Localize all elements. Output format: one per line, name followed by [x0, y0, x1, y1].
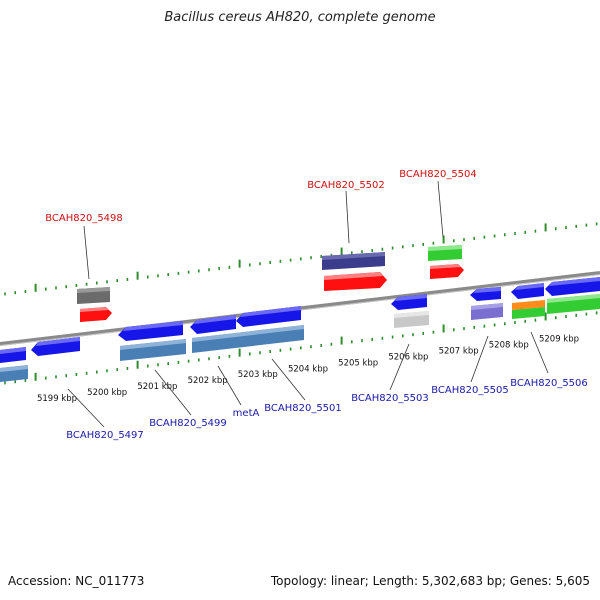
gene-bcah820-5497[interactable] [31, 337, 80, 356]
scale-label: 5206 kbp [388, 352, 428, 362]
top-tick-track [4, 222, 598, 296]
summary-text: Topology: linear; Length: 5,302,683 bp; … [270, 574, 590, 588]
gene-meta-cds[interactable] [190, 315, 236, 334]
scale-label: 5199 kbp [37, 394, 77, 404]
label-bcah820-5506[interactable]: BCAH820_5506 [510, 378, 588, 389]
gene-bcah820-5506[interactable] [547, 294, 600, 314]
gene-bcah820-5503[interactable] [394, 311, 429, 328]
gene-bcah820-5503-cds[interactable] [391, 294, 427, 310]
gene-bcah820-5505[interactable] [471, 303, 503, 320]
gene-bcah820-5506-cds-a[interactable] [511, 283, 544, 299]
label-bcah820-5497[interactable]: BCAH820_5497 [66, 430, 144, 441]
scale-label: 5200 kbp [87, 388, 127, 398]
gene-meta[interactable] [192, 325, 304, 353]
reverse-genes [0, 277, 600, 382]
gene-left-steel[interactable] [0, 365, 28, 382]
gene-orange[interactable] [512, 300, 545, 310]
scale-label: 5204 kbp [288, 364, 328, 374]
gene-bcah820-5504[interactable] [430, 264, 464, 279]
gene-bcah820-5505-cds[interactable] [470, 287, 501, 301]
gene-forward-gray[interactable] [77, 287, 110, 304]
scale-label: 5201 kbp [137, 382, 177, 392]
scale-label: 5205 kbp [338, 358, 378, 368]
scale-labels: 5199 kbp 5200 kbp 5201 kbp 5202 kbp 5203 kbp… [37, 335, 579, 404]
label-bcah820-5503[interactable]: BCAH820_5503 [351, 393, 429, 404]
label-bcah820-5502[interactable]: BCAH820_5502 [307, 180, 385, 191]
gene-bcah820-5502[interactable] [324, 272, 387, 291]
gene-bcah820-5499[interactable] [120, 339, 186, 361]
gene-forward-green[interactable] [428, 245, 462, 261]
label-bcah820-5504[interactable]: BCAH820_5504 [399, 169, 477, 180]
gene-bcah820-5501-cds[interactable] [236, 306, 301, 327]
scale-label: 5202 kbp [188, 376, 228, 386]
forward-genes [77, 245, 464, 322]
bottom-tick-track [4, 311, 598, 385]
gene-forward-purple[interactable] [322, 252, 385, 270]
genome-title: Bacillus cereus AH820, complete genome [164, 10, 436, 25]
gene-left-blue-1[interactable] [0, 347, 26, 363]
leader-lines [67, 180, 549, 428]
gene-bcah820-5498[interactable] [80, 307, 112, 322]
label-bcah820-5498[interactable]: BCAH820_5498 [45, 213, 123, 224]
gene-bcah820-5506-cds-b[interactable] [545, 277, 600, 296]
label-bcah820-5505[interactable]: BCAH820_5505 [431, 385, 509, 396]
gene-green-small[interactable] [512, 307, 545, 319]
scale-label: 5209 kbp [539, 335, 579, 345]
reverse-gene-labels: BCAH820_5497 BCAH820_5499 metA BCAH820_5… [66, 378, 588, 441]
accession-text: Accession: NC_011773 [8, 574, 145, 588]
forward-gene-labels: BCAH820_5498 BCAH820_5502 BCAH820_5504 [45, 169, 477, 224]
scale-label: 5203 kbp [238, 370, 278, 380]
scale-label: 5208 kbp [489, 341, 529, 351]
scale-label: 5207 kbp [439, 346, 479, 356]
label-bcah820-5501[interactable]: BCAH820_5501 [264, 403, 342, 414]
label-meta[interactable]: metA [233, 408, 260, 419]
label-bcah820-5499[interactable]: BCAH820_5499 [149, 418, 227, 429]
gene-bcah820-5499-cds[interactable] [118, 321, 183, 341]
